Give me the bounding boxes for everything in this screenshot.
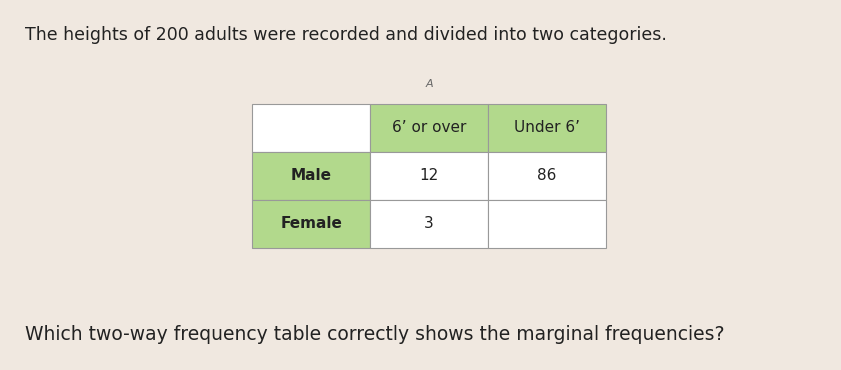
FancyBboxPatch shape [252,200,370,248]
Text: Female: Female [280,216,342,231]
FancyBboxPatch shape [488,104,606,152]
Text: 12: 12 [420,168,438,183]
Text: 6’ or over: 6’ or over [392,120,466,135]
FancyBboxPatch shape [252,152,370,200]
Text: Male: Male [291,168,331,183]
Text: Under 6’: Under 6’ [514,120,579,135]
FancyBboxPatch shape [252,104,370,152]
FancyBboxPatch shape [370,200,488,248]
FancyBboxPatch shape [488,152,606,200]
FancyBboxPatch shape [488,200,606,248]
FancyBboxPatch shape [370,152,488,200]
Text: 86: 86 [537,168,557,183]
Text: A: A [425,79,433,89]
Text: 3: 3 [424,216,434,231]
Text: Which two-way frequency table correctly shows the marginal frequencies?: Which two-way frequency table correctly … [25,325,725,344]
FancyBboxPatch shape [370,104,488,152]
Text: The heights of 200 adults were recorded and divided into two categories.: The heights of 200 adults were recorded … [25,26,667,44]
